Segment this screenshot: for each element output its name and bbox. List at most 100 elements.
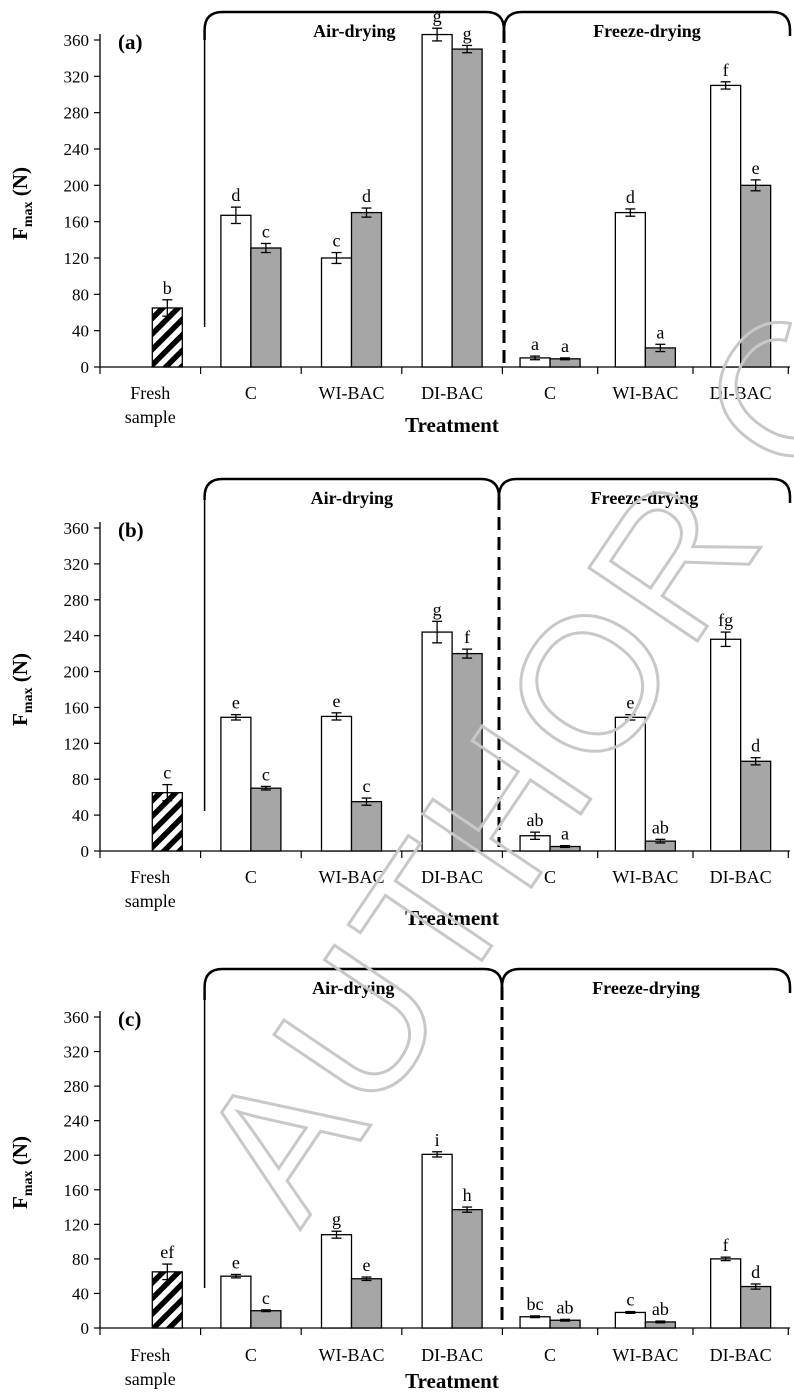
y-tick-label: 360 — [64, 1008, 90, 1027]
y-tick-label: 240 — [64, 140, 90, 159]
air-drying-bracket — [203, 477, 501, 500]
series-1-bar — [320, 257, 353, 368]
series-2-bar — [250, 1310, 282, 1329]
chart-panel-2: 0 40 80 120 160 200 240 280 320 360 Fresh sample C WI… — [8, 477, 792, 930]
y-tick-label: 280 — [64, 591, 90, 610]
x-category-label: DI-BAC — [421, 867, 483, 887]
series-2-bar — [350, 801, 383, 852]
significance-letter: c — [262, 221, 270, 241]
significance-letter: d — [626, 187, 635, 207]
x-category-label: DI-BAC — [421, 1345, 483, 1365]
freeze-drying-bracket — [497, 477, 792, 503]
fresh-sample-bar — [151, 1271, 183, 1329]
significance-letter: e — [333, 691, 341, 711]
significance-letter: b — [163, 278, 172, 298]
series-2-bar — [250, 247, 282, 368]
y-tick-label: 120 — [64, 1215, 90, 1234]
significance-letter: c — [262, 764, 270, 784]
x-category-label: C — [544, 867, 556, 887]
series-1-bar — [220, 716, 252, 852]
y-tick-label: 280 — [64, 1077, 90, 1096]
significance-letter: c — [163, 763, 171, 783]
y-tick-label: 200 — [64, 1146, 90, 1165]
x-category-label: DI-BAC — [710, 383, 772, 403]
x-category-label: WI-BAC — [319, 867, 385, 887]
series-1-bar — [710, 1258, 742, 1329]
significance-letter: h — [463, 1185, 472, 1205]
significance-letter: e — [232, 1252, 240, 1272]
x-axis-title: Treatment — [405, 1369, 499, 1393]
significance-letter: c — [363, 776, 371, 796]
panel-label: (c) — [118, 1007, 141, 1031]
series-2-bar — [451, 652, 483, 852]
series-1-bar — [614, 1311, 646, 1329]
y-tick-label: 320 — [64, 555, 90, 574]
significance-letter: a — [561, 336, 569, 356]
y-tick-label: 80 — [72, 1250, 89, 1269]
series-1-bar — [614, 716, 646, 852]
significance-letter: d — [231, 185, 240, 205]
y-tick-label: 0 — [81, 842, 90, 861]
significance-letter: c — [626, 1290, 634, 1310]
significance-letter: a — [656, 322, 664, 342]
x-category-label: Fresh — [130, 867, 170, 887]
y-tick-label: 160 — [64, 213, 90, 232]
series-2-bar — [250, 787, 282, 852]
y-tick-label: 360 — [64, 519, 90, 538]
x-category-label: sample — [125, 407, 176, 427]
air-drying-bracket — [203, 10, 506, 40]
significance-letter: e — [363, 1255, 371, 1275]
y-tick-label: 40 — [72, 322, 89, 341]
y-tick-label: 40 — [72, 806, 89, 825]
y-axis-title: Fmax (N) — [8, 1136, 36, 1209]
significance-letter: f — [723, 1235, 729, 1255]
series-1-bar — [421, 631, 453, 852]
series-1-bar — [710, 638, 742, 852]
series-1-bar — [320, 715, 353, 852]
y-tick-label: 80 — [72, 285, 89, 304]
y-axis-title: Fmax (N) — [8, 167, 36, 240]
significance-letter: e — [232, 693, 240, 713]
series-2-bar — [740, 1285, 772, 1329]
y-tick-label: 120 — [64, 249, 90, 268]
significance-letter: g — [433, 599, 442, 619]
significance-letter: e — [752, 158, 760, 178]
significance-letter: d — [751, 736, 760, 756]
y-tick-label: 240 — [64, 627, 90, 646]
chart-panel-1: 0 40 80 120 160 200 240 280 320 360 Fresh sample C WI… — [8, 6, 792, 437]
x-category-label: C — [245, 1345, 257, 1365]
y-tick-label: 280 — [64, 104, 90, 123]
significance-letter: c — [262, 1288, 270, 1308]
x-category-label: sample — [125, 891, 176, 911]
y-tick-label: 0 — [81, 1319, 90, 1338]
significance-letter: a — [531, 334, 539, 354]
group-label-air-drying: Air-drying — [311, 488, 393, 508]
x-category-label: DI-BAC — [710, 867, 772, 887]
significance-letter: f — [464, 627, 470, 647]
x-category-label: DI-BAC — [421, 383, 483, 403]
x-category-label: WI-BAC — [612, 1345, 678, 1365]
y-tick-label: 160 — [64, 1181, 90, 1200]
series-2-bar — [740, 184, 772, 368]
y-tick-label: 360 — [64, 31, 90, 50]
series-2-bar — [451, 48, 483, 368]
chart-panels: 0 40 80 120 160 200 240 280 320 360 Fresh sample C WI… — [8, 6, 792, 1393]
significance-letter: ab — [527, 810, 544, 830]
series-2-bar — [350, 211, 383, 368]
series-1-bar — [220, 1275, 252, 1329]
x-axis-title: Treatment — [405, 413, 499, 437]
chart-panel-3: 0 40 80 120 160 200 240 280 320 360 Fresh sample C WI… — [8, 967, 792, 1393]
significance-letter: ab — [652, 817, 669, 837]
group-label-air-drying: Air-drying — [313, 21, 395, 41]
series-1-bar — [421, 33, 453, 368]
x-category-label: WI-BAC — [612, 383, 678, 403]
series-2-bar — [350, 1278, 383, 1329]
x-category-label: C — [544, 1345, 556, 1365]
y-tick-label: 120 — [64, 734, 90, 753]
y-axis-title: Fmax (N) — [8, 653, 36, 726]
y-tick-label: 0 — [81, 358, 90, 377]
y-tick-label: 40 — [72, 1284, 89, 1303]
significance-letter: d — [751, 1262, 760, 1282]
significance-letter: bc — [527, 1294, 544, 1314]
